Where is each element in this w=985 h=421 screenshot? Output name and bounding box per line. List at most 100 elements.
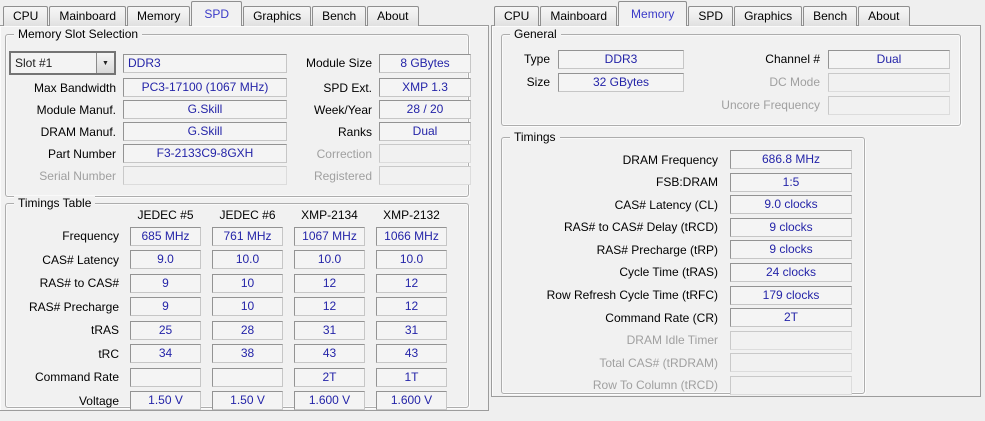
- table-cell: 9: [130, 273, 201, 293]
- group-title: General: [510, 27, 561, 41]
- module-size-field: 8 GBytes: [379, 53, 471, 73]
- trp-field: 9 clocks: [730, 240, 852, 260]
- registered-field: [379, 166, 471, 185]
- max-bandwidth-field: PC3-17100 (1067 MHz): [123, 78, 287, 97]
- table-cell: 12: [294, 273, 365, 293]
- uncore-frequency-field: [828, 95, 950, 115]
- table-cell: 10.0: [376, 250, 447, 269]
- row-label: CAS# Latency (CL): [614, 197, 718, 212]
- module-type-field: DDR3: [123, 53, 287, 73]
- memory-type-field: DDR3: [558, 49, 684, 69]
- table-cell: 10: [212, 297, 283, 316]
- table-cell: 38: [212, 344, 283, 363]
- row-label: RAS# Precharge (tRP): [596, 242, 718, 257]
- table-cell: 12: [376, 297, 447, 316]
- table-cell: 9: [130, 297, 201, 316]
- dram-manuf-field: G.Skill: [123, 122, 287, 141]
- fsb-dram-field: 1:5: [730, 172, 852, 192]
- dc-mode-field: [828, 72, 950, 92]
- table-cell: 31: [294, 320, 365, 340]
- table-cell: 761 MHz: [212, 226, 283, 246]
- memory-slot-selection-group: Memory Slot Selection Slot #1 ▼ DDR3 Mod…: [5, 27, 471, 197]
- command-rate-field: 2T: [730, 308, 852, 328]
- cpuz-memory-window: CPU Mainboard Memory SPD Graphics Bench …: [491, 0, 981, 421]
- table-cell: 25: [130, 320, 201, 340]
- tab-memory[interactable]: Memory: [127, 6, 191, 26]
- field-label: Type: [523, 52, 550, 66]
- tab-about[interactable]: About: [858, 6, 910, 26]
- table-cell: 34: [130, 344, 201, 363]
- cpuz-spd-window: CPU Mainboard Memory SPD Graphics Bench …: [0, 0, 489, 421]
- dram-idle-timer-field: [730, 330, 852, 350]
- table-cell: 1066 MHz: [376, 226, 447, 246]
- spd-ext-field: XMP 1.3: [379, 78, 471, 97]
- row-label: DRAM Frequency: [622, 152, 718, 167]
- table-cell: 1.600 V: [294, 391, 365, 410]
- field-label: Uncore Frequency: [721, 98, 820, 112]
- table-cell: 1067 MHz: [294, 226, 365, 246]
- table-cell: 2T: [294, 367, 365, 387]
- field-label: Module Manuf.: [36, 102, 116, 117]
- combo-dropdown-button[interactable]: ▼: [96, 53, 114, 73]
- part-number-field: F3-2133C9-8GXH: [123, 144, 287, 163]
- tras-field: 24 clocks: [730, 262, 852, 282]
- tab-graphics[interactable]: Graphics: [243, 6, 312, 26]
- table-cell: 1.600 V: [376, 391, 447, 410]
- column-header: XMP-2132: [383, 207, 440, 222]
- row-label: Row Refresh Cycle Time (tRFC): [546, 288, 718, 303]
- week-year-field: 28 / 20: [379, 100, 471, 119]
- row-label: RAS# to CAS# Delay (tRCD): [563, 220, 718, 235]
- tab-graphics[interactable]: Graphics: [734, 6, 803, 26]
- tab-cpu[interactable]: CPU: [494, 6, 540, 26]
- field-label: SPD Ext.: [323, 80, 372, 95]
- row-label: Command Rate (CR): [605, 310, 718, 325]
- ranks-field: Dual: [379, 122, 471, 141]
- table-cell: 1.50 V: [130, 391, 201, 410]
- tab-memory[interactable]: Memory: [618, 1, 688, 26]
- table-cell: 10.0: [294, 250, 365, 269]
- table-cell: 43: [376, 344, 447, 363]
- tab-about[interactable]: About: [367, 6, 419, 26]
- field-label: Part Number: [47, 146, 116, 161]
- spd-tab-page: Memory Slot Selection Slot #1 ▼ DDR3 Mod…: [0, 25, 489, 411]
- column-header: JEDEC #5: [137, 207, 194, 222]
- column-header: XMP-2134: [301, 207, 358, 222]
- row-label: Voltage: [78, 393, 119, 408]
- table-cell: 10.0: [212, 250, 283, 269]
- row-label: Total CAS# (tRDRAM): [599, 355, 718, 370]
- field-label: Size: [526, 75, 550, 89]
- row-label: RAS# to CAS#: [39, 276, 119, 290]
- field-label: DC Mode: [769, 75, 820, 89]
- table-cell: 685 MHz: [130, 226, 201, 246]
- tab-bar: CPU Mainboard Memory SPD Graphics Bench …: [3, 1, 420, 26]
- tab-mainboard[interactable]: Mainboard: [540, 6, 618, 26]
- field-label: Correction: [316, 146, 372, 161]
- group-title: Memory Slot Selection: [14, 27, 143, 41]
- tab-cpu[interactable]: CPU: [3, 6, 49, 26]
- table-cell: 31: [376, 320, 447, 340]
- tab-bar: CPU Mainboard Memory SPD Graphics Bench …: [494, 1, 911, 26]
- total-cas-field: [730, 353, 852, 373]
- table-cell: 28: [212, 320, 283, 340]
- row-label: Frequency: [62, 229, 119, 243]
- field-label: Registered: [313, 168, 372, 183]
- tab-spd[interactable]: SPD: [191, 1, 243, 26]
- table-cell: 12: [294, 297, 365, 316]
- row-label: tRAS: [90, 323, 119, 337]
- table-cell: [130, 367, 201, 387]
- field-label: Ranks: [337, 124, 372, 139]
- table-cell: 43: [294, 344, 365, 363]
- row-label: Row To Column (tRCD): [592, 378, 718, 393]
- memory-slot-select[interactable]: Slot #1 ▼: [9, 51, 116, 75]
- group-title: Timings Table: [14, 196, 96, 210]
- row-label: tRC: [98, 346, 119, 361]
- tab-mainboard[interactable]: Mainboard: [49, 6, 127, 26]
- general-group: General Type DDR3 Channel # Dual Size 32…: [501, 27, 961, 126]
- field-label: Module Size: [305, 56, 372, 70]
- tab-bench[interactable]: Bench: [803, 6, 858, 26]
- tab-bench[interactable]: Bench: [312, 6, 367, 26]
- row-label: DRAM Idle Timer: [626, 333, 718, 348]
- tab-spd[interactable]: SPD: [688, 6, 734, 26]
- selected-slot-label: Slot #1: [15, 56, 53, 70]
